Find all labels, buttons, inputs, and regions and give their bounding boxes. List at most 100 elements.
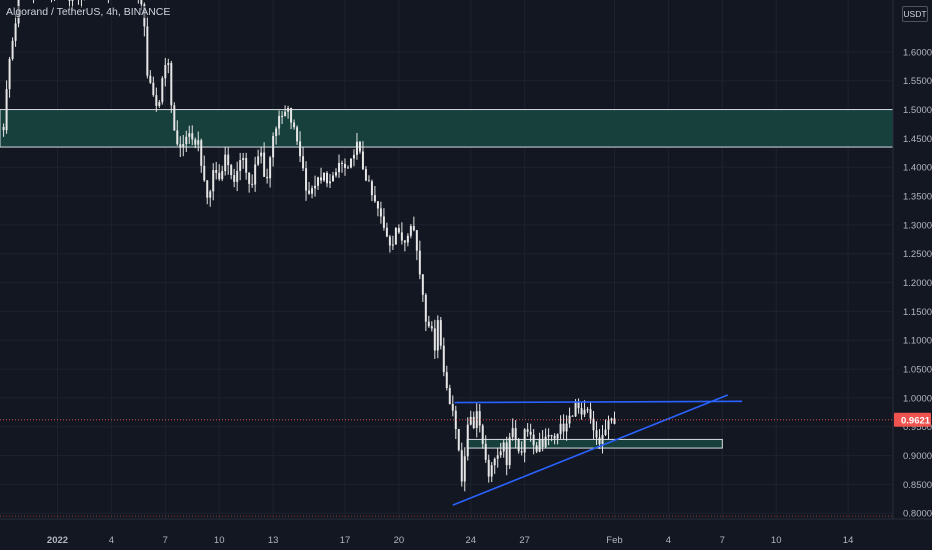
- candle-body: [308, 190, 311, 194]
- x-tick-label: Feb: [606, 535, 622, 546]
- candle-body: [418, 250, 421, 275]
- candle-body: [191, 133, 194, 140]
- candle-body: [206, 180, 209, 198]
- symbol-title[interactable]: Algorand / TetherUS, 4h, BINANCE: [4, 6, 173, 18]
- candle-body: [397, 228, 400, 233]
- candle-body: [451, 404, 454, 411]
- support-resistance-zone: [0, 109, 894, 148]
- candle-body: [2, 126, 5, 131]
- x-tick-label: 13: [268, 535, 279, 546]
- candle-body: [421, 274, 424, 295]
- y-tick-label: 1.1500: [903, 307, 932, 318]
- candle-body: [337, 162, 340, 173]
- candle-body: [556, 434, 559, 439]
- candle-body: [433, 328, 436, 351]
- candle-body: [364, 169, 367, 181]
- y-tick-label: 0.8000: [903, 509, 932, 520]
- candle-body: [266, 176, 269, 179]
- candle-body: [523, 429, 526, 453]
- candle-body: [478, 411, 481, 426]
- currency-badge[interactable]: USDT: [902, 6, 928, 22]
- candle-body: [547, 435, 550, 437]
- candle-body: [239, 160, 242, 171]
- candle-body: [550, 435, 553, 437]
- candle-body: [179, 144, 182, 148]
- candle-body: [146, 26, 149, 76]
- candle-body: [514, 428, 517, 440]
- candle-body: [272, 136, 275, 158]
- y-tick-label: 1.0500: [903, 365, 932, 376]
- candle-body: [158, 102, 161, 106]
- candle-body: [343, 163, 346, 168]
- y-tick-label: 0.8500: [903, 480, 932, 491]
- candle-body: [577, 401, 580, 409]
- candle-body: [329, 181, 332, 184]
- candle-body: [589, 409, 592, 419]
- x-tick-label: 4: [666, 535, 671, 546]
- candle-body: [529, 431, 532, 435]
- last-price-tag: [894, 412, 931, 427]
- candle-body: [370, 181, 373, 196]
- candle-body: [511, 428, 514, 438]
- time-axis: [0, 519, 932, 550]
- candle-body: [391, 244, 394, 246]
- candle-body: [544, 436, 547, 447]
- candle-body: [487, 459, 490, 477]
- candle-body: [568, 415, 571, 424]
- y-tick-label: 1.6000: [903, 47, 932, 58]
- candle-body: [170, 63, 173, 106]
- candle-body: [224, 154, 227, 172]
- candle-body: [571, 415, 574, 417]
- candle-body: [185, 136, 188, 145]
- candle-body: [538, 439, 541, 452]
- candle-body: [278, 115, 281, 129]
- x-tick-label: 4: [109, 535, 114, 546]
- candle-body: [394, 228, 397, 245]
- candle-body: [541, 439, 544, 447]
- candle-body: [583, 409, 586, 415]
- candle-body: [379, 208, 382, 217]
- y-tick-label: 0.9000: [903, 451, 932, 462]
- x-tick-label: 10: [771, 535, 782, 546]
- candle-body: [323, 172, 326, 181]
- candle-body: [463, 456, 466, 482]
- candle-body: [439, 320, 442, 346]
- y-tick-label: 1.2000: [903, 278, 932, 289]
- candle-body: [149, 75, 152, 83]
- candle-body: [221, 171, 224, 180]
- y-tick-label: 1.4000: [903, 163, 932, 174]
- last-price-label: 0.9621: [901, 415, 931, 426]
- candle-body: [340, 162, 343, 164]
- candle-body: [403, 240, 406, 243]
- candle-body: [14, 23, 17, 41]
- candle-body: [460, 450, 463, 482]
- candle-body: [290, 107, 293, 123]
- candle-body: [248, 172, 251, 184]
- candle-body: [457, 429, 460, 451]
- candle-body: [598, 437, 601, 445]
- candle-body: [349, 158, 352, 168]
- candle-body: [346, 167, 349, 169]
- candle-body: [406, 235, 409, 243]
- x-tick-label: 27: [519, 535, 530, 546]
- candle-body: [574, 401, 577, 417]
- candle-body: [382, 216, 385, 228]
- candle-body: [302, 156, 305, 169]
- candle-body: [317, 177, 320, 186]
- candle-body: [613, 418, 616, 424]
- candle-body: [481, 425, 484, 444]
- candle-body: [284, 111, 287, 117]
- candle-body: [251, 183, 254, 185]
- candle-body: [305, 168, 308, 191]
- x-tick-label: 20: [394, 535, 405, 546]
- candle-body: [287, 107, 290, 112]
- candle-body: [367, 180, 370, 182]
- candle-body: [311, 188, 314, 194]
- candle-body: [415, 230, 418, 251]
- candle-body: [553, 435, 556, 439]
- candle-body: [68, 0, 71, 1]
- y-tick-label: 1.2500: [903, 249, 932, 260]
- candle-body: [233, 175, 236, 182]
- x-tick-label: 7: [720, 535, 725, 546]
